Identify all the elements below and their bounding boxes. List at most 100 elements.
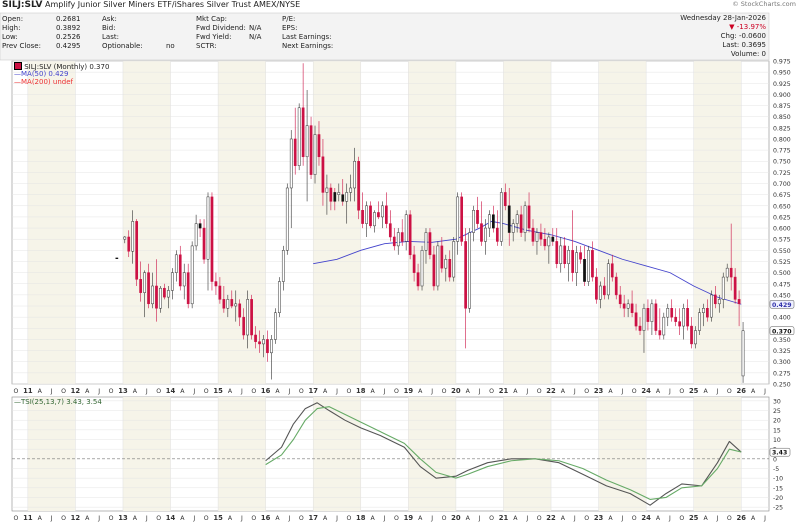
x-tick-label: J	[335, 388, 338, 395]
tsi-tick-label: 25	[773, 408, 781, 415]
candle-body	[706, 308, 709, 318]
candle	[686, 299, 689, 331]
candle-body	[559, 245, 563, 264]
candle	[579, 245, 582, 264]
tsi-tick-label: 0	[773, 456, 777, 463]
legend-ma200-label: MA(200) undef	[21, 78, 73, 86]
candle-body	[452, 241, 456, 278]
candle-body	[289, 138, 293, 189]
tsi-series-1	[265, 406, 742, 500]
ma50-series	[313, 220, 742, 305]
tsi-gridlines	[12, 397, 769, 511]
candle	[702, 303, 705, 327]
x-tick-label: A	[85, 515, 90, 522]
candle	[266, 330, 269, 362]
candle-body	[182, 272, 186, 287]
candle	[285, 183, 289, 255]
candle-body	[460, 196, 464, 242]
x-tick-label: J	[383, 515, 386, 522]
legend-price-icon	[14, 62, 22, 70]
x-tick-label: 26	[737, 514, 747, 522]
year-band	[122, 61, 171, 384]
x-tick-label: A	[85, 388, 90, 395]
x-tick-label: A	[323, 388, 328, 395]
x-tick-label: 14	[166, 514, 176, 522]
fwd-yield-label: Fwd Yield:	[196, 33, 232, 41]
candle	[614, 272, 618, 300]
x-tick-label: O	[299, 515, 304, 522]
x-tick-label: 16	[261, 514, 271, 522]
candle-body	[638, 325, 642, 331]
legend-tsi-line-icon: —	[14, 398, 21, 406]
candle	[642, 303, 646, 353]
candle	[135, 219, 139, 286]
price-tick-label: 0.725	[773, 170, 791, 177]
x-tick-label: J	[478, 388, 481, 395]
x-tick-label: 14	[166, 387, 176, 395]
ticker: SILJ:SLV	[2, 0, 43, 10]
x-tick-label: O	[109, 388, 114, 395]
candle-body	[571, 250, 574, 273]
x-tick-label: O	[61, 388, 66, 395]
candle-body	[246, 299, 249, 336]
x-tick-label: O	[489, 388, 494, 395]
candle-body	[741, 330, 745, 377]
x-tick-label: O	[14, 515, 19, 522]
candle-body	[139, 279, 142, 293]
x-tick-label: J	[763, 388, 766, 395]
x-tick-label: 13	[118, 514, 128, 522]
x-tick-label: A	[466, 388, 471, 395]
candle-body	[178, 254, 182, 287]
candle	[341, 179, 345, 206]
candle-body	[361, 209, 364, 224]
price-tick-label: 0.875	[773, 103, 791, 110]
tsi-tick-label: -15	[773, 485, 783, 492]
candle-body	[262, 339, 265, 345]
candle-body	[717, 299, 721, 305]
candle	[515, 210, 519, 233]
year-band	[503, 61, 552, 384]
price-tick-label: 0.675	[773, 192, 791, 199]
tsi-series-0	[265, 402, 742, 506]
candle	[400, 219, 404, 246]
x-axis-price: O 11 A J O 12 A J O 13 A J O 14 A J O 15 A J O 16 A J O 17 A J O 18 A J…	[14, 387, 767, 395]
candle-body	[519, 214, 523, 233]
candle-body	[202, 227, 206, 260]
x-tick-label: J	[383, 388, 386, 395]
candle-body	[305, 125, 309, 158]
candle-body	[729, 267, 733, 278]
candle-body	[301, 107, 305, 158]
candle-body	[151, 285, 154, 305]
mkt-cap-label: Mkt Cap:	[196, 15, 228, 23]
x-tick-label: O	[156, 515, 161, 522]
x-tick-label: O	[109, 515, 114, 522]
x-tick-label: O	[489, 515, 494, 522]
x-tick-label: 26	[737, 387, 747, 395]
x-tick-label: O	[537, 515, 542, 522]
x-tick-label: J	[668, 388, 671, 395]
chart-title: SILJ:SLV Amplify Junior Silver Miners ET…	[2, 0, 300, 10]
candle-body	[575, 252, 578, 273]
x-tick-label: 12	[71, 387, 81, 395]
candle-body	[694, 330, 697, 345]
candle-body	[674, 316, 678, 322]
candle-body	[396, 232, 400, 247]
candle	[591, 241, 594, 282]
candle-body	[488, 214, 491, 229]
pct-change: ▼ -13.97%	[729, 23, 766, 31]
year-band	[27, 61, 76, 384]
price-tick-label: 0.625	[773, 214, 791, 221]
candle	[610, 254, 614, 282]
candle	[182, 263, 186, 300]
candle	[563, 236, 567, 269]
x-tick-label: 24	[641, 514, 651, 522]
candle-body	[642, 308, 646, 331]
prev-close-label: Prev Close:	[2, 42, 41, 50]
candlesticks	[115, 63, 745, 383]
candle	[115, 257, 119, 259]
candle	[658, 308, 662, 340]
candle	[539, 223, 543, 246]
candle-body	[686, 308, 689, 327]
candle	[729, 223, 733, 291]
x-tick-label: A	[751, 388, 756, 395]
